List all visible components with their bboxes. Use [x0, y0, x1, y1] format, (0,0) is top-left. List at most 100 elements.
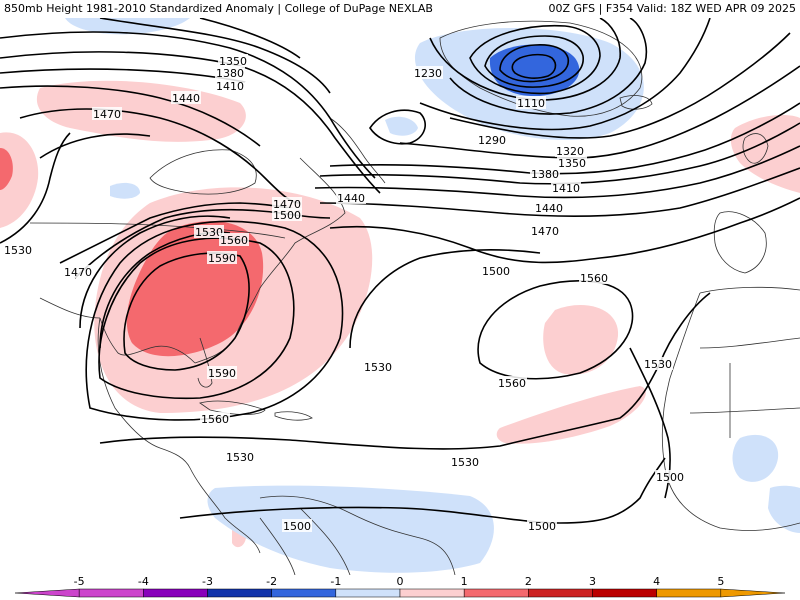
header-bar: 850mb Height 1981-2010 Standardized Anom…: [0, 0, 800, 18]
contour-label: 1560: [579, 271, 609, 285]
neg-anomaly-labrador: [385, 116, 418, 136]
contour-label: 1530: [363, 360, 393, 374]
border-us-canada: [29, 222, 286, 239]
contour-label: 1470: [530, 224, 560, 238]
contour-1350-atlantic: [399, 65, 800, 159]
colorbar-tick-label: 4: [653, 575, 660, 588]
contour-label-text: 1530: [644, 358, 672, 371]
colorbar-tick-label: 3: [589, 575, 596, 588]
contour-label-bg: [63, 265, 93, 278]
coast-labrador: [329, 117, 386, 184]
map-panel[interactable]: 1350 1380 1410 1440 1470 1530 1470 1530 1560 1590…: [0, 18, 800, 575]
contour-1590-ridge: [123, 252, 250, 371]
colorbar-ticks: -5 -4 -3 -2 -1 0 1 2 3 4 5: [74, 575, 725, 588]
colorbar-arrow-left: [14, 588, 80, 598]
contour-1440-west: [0, 85, 261, 147]
contour-label: 1530: [194, 225, 224, 239]
contour-label: 1500: [272, 208, 302, 222]
contour-label: 1290: [477, 133, 507, 147]
contour-label-bg: [516, 96, 546, 109]
contour-label-text: 1290: [478, 134, 506, 147]
colorbar: -5 -4 -3 -2 -1 0 1 2 3 4 5: [0, 575, 800, 600]
contour-label-text: 1350: [558, 157, 586, 170]
colorbar-tick-label: 2: [525, 575, 532, 588]
contour-label-text: 1470: [273, 198, 301, 211]
map-title: 850mb Height 1981-2010 Standardized Anom…: [4, 2, 433, 15]
contour-label: 1380: [215, 66, 245, 80]
contour-label-text: 1470: [93, 108, 121, 121]
contour-label-text: 1530: [4, 244, 32, 257]
contour-1530-west: [0, 132, 71, 244]
contour-label: 1530: [450, 455, 480, 469]
contour-1230-low: [429, 18, 621, 101]
contour-label: 1350: [218, 54, 248, 68]
contour-label-bg: [527, 519, 557, 532]
colorbar-tick-label: 0: [397, 575, 404, 588]
contour-label-text: 1470: [531, 225, 559, 238]
contour-1500-south: [179, 457, 666, 524]
contour-label-bg: [534, 201, 564, 214]
contour-label-bg: [450, 455, 480, 468]
contour-1170-low: [484, 35, 584, 88]
contour-label-text: 1440: [535, 202, 563, 215]
contour-label-bg: [215, 66, 245, 79]
contour-1410-west: [0, 68, 246, 83]
coast-south-america: [259, 495, 456, 575]
contour-label-bg: [363, 360, 393, 373]
contour-1290-lab: [369, 109, 426, 145]
contour-label: 1110: [516, 96, 546, 110]
colorbar-segment: [78, 588, 144, 598]
contour-label-text: 1530: [451, 456, 479, 469]
contour-label: 1500: [655, 470, 685, 484]
border-sa-1: [299, 507, 351, 575]
pos-anomaly-west-core: [0, 148, 13, 190]
contour-label-bg: [207, 251, 237, 264]
contour-1470-atlantic: [319, 167, 800, 218]
contour-labels: 1350138014101440147015301470153015601590…: [3, 54, 685, 533]
coast-uk: [742, 133, 769, 164]
coast-iberia: [713, 211, 767, 274]
coast-north-africa: [699, 286, 800, 294]
contour-label: 1380: [530, 167, 560, 181]
contour-label: 1410: [215, 79, 245, 93]
coast-hispaniola: [274, 411, 313, 421]
contour-label: 1230: [413, 66, 443, 80]
contour-label: 1440: [336, 191, 366, 205]
contour-label: 1530: [3, 243, 33, 257]
colorbar-arrow-right: [720, 588, 786, 598]
contour-label-bg: [272, 197, 302, 210]
contour-label-text: 1440: [337, 192, 365, 205]
colorbar-segment: [271, 588, 337, 598]
contour-label: 1500: [481, 264, 511, 278]
contour-1140-low: [499, 44, 570, 83]
border-africa-1: [699, 337, 800, 349]
contour-label-text: 1560: [220, 234, 248, 247]
coast-gulf: [99, 317, 196, 364]
contour-label-text: 1500: [273, 209, 301, 222]
neg-anomaly-hudson: [110, 182, 140, 199]
neg-anomaly-west-africa: [732, 434, 779, 482]
contour-1530-atlantic: [349, 248, 541, 349]
contour-label-bg: [194, 225, 224, 238]
contour-1380-atlantic: [329, 102, 800, 175]
contour-1320-north: [199, 18, 301, 59]
model-run-info: 00Z GFS | F354 Valid: 18Z WED APR 09 202…: [548, 2, 796, 15]
colorbar-tick-label: -4: [138, 575, 149, 588]
contour-1380-west: [0, 51, 381, 194]
contour-label: 1320: [555, 144, 585, 158]
contour-label-bg: [477, 133, 507, 146]
contour-label: 1560: [219, 233, 249, 247]
contour-1290-low: [419, 18, 711, 131]
colorbar-segments: [14, 588, 786, 598]
colorbar-segment: [207, 588, 272, 598]
contour-label-text: 1560: [580, 272, 608, 285]
contour-1320-low: [449, 32, 791, 139]
contour-label-bg: [171, 91, 201, 104]
contour-label: 1470: [272, 197, 302, 211]
contour-label: 1500: [282, 519, 312, 533]
coast-hudson-bay: [149, 149, 257, 195]
contour-label-text: 1500: [528, 520, 556, 533]
contour-label-text: 1320: [556, 145, 584, 158]
colorbar-segment: [335, 588, 401, 598]
pos-anomaly-nw-canada: [36, 80, 246, 142]
